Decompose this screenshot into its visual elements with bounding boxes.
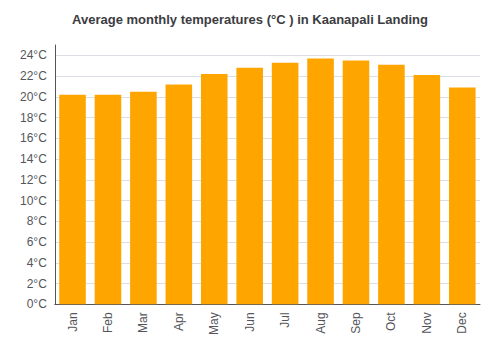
svg-text:Nov: Nov [420, 312, 434, 333]
svg-text:Feb: Feb [101, 312, 115, 333]
svg-text:Jul: Jul [278, 312, 292, 327]
svg-text:Aug: Aug [314, 312, 328, 333]
svg-text:Oct: Oct [384, 312, 398, 331]
svg-text:12°C: 12°C [20, 173, 47, 187]
svg-text:24°C: 24°C [20, 48, 47, 62]
svg-text:2°C: 2°C [27, 277, 47, 291]
svg-text:May: May [207, 312, 221, 335]
svg-text:6°C: 6°C [27, 235, 47, 249]
svg-text:4°C: 4°C [27, 256, 47, 270]
svg-text:18°C: 18°C [20, 111, 47, 125]
svg-text:Mar: Mar [136, 312, 150, 333]
svg-text:20°C: 20°C [20, 90, 47, 104]
svg-text:22°C: 22°C [20, 69, 47, 83]
svg-text:Sep: Sep [349, 312, 363, 334]
svg-text:10°C: 10°C [20, 194, 47, 208]
svg-text:Apr: Apr [172, 312, 186, 331]
svg-text:Jun: Jun [243, 312, 257, 331]
svg-text:14°C: 14°C [20, 152, 47, 166]
svg-text:16°C: 16°C [20, 131, 47, 145]
svg-text:8°C: 8°C [27, 214, 47, 228]
svg-text:Jan: Jan [66, 312, 80, 331]
svg-text:0°C: 0°C [27, 297, 47, 311]
svg-text:Average monthly temperatures (: Average monthly temperatures (°C ) in Ka… [72, 12, 428, 27]
svg-text:Dec: Dec [455, 312, 469, 333]
